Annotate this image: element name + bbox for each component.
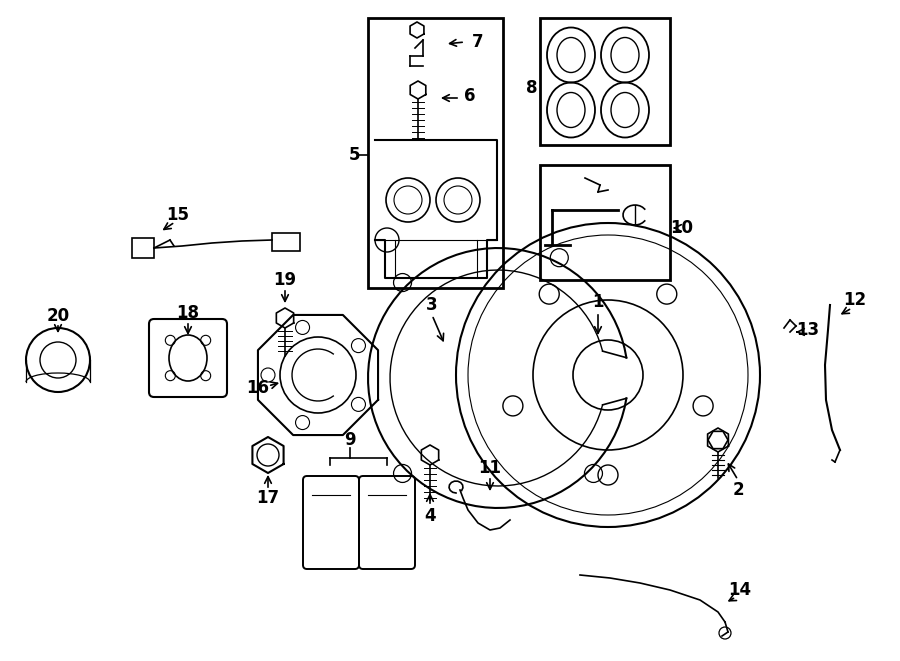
Bar: [132, 238, 154, 258]
Text: 19: 19: [274, 271, 297, 289]
Text: 4: 4: [424, 507, 436, 525]
Text: 5: 5: [349, 146, 361, 164]
Text: 9: 9: [344, 431, 356, 449]
Text: 3: 3: [427, 296, 437, 314]
Text: 1: 1: [592, 293, 604, 311]
Text: 13: 13: [796, 321, 820, 339]
Bar: [368, 18, 503, 288]
Text: 6: 6: [464, 87, 476, 105]
Text: 16: 16: [247, 379, 269, 397]
Bar: [540, 165, 670, 280]
Bar: [272, 233, 300, 251]
Text: 20: 20: [47, 307, 69, 325]
Text: 8: 8: [526, 79, 538, 97]
Bar: [540, 18, 670, 145]
Text: 10: 10: [670, 219, 694, 237]
Text: 7: 7: [472, 33, 484, 51]
Text: 14: 14: [728, 581, 752, 599]
Text: 17: 17: [256, 489, 280, 507]
Text: 18: 18: [176, 304, 200, 322]
Text: 12: 12: [843, 291, 867, 309]
Text: 11: 11: [479, 459, 501, 477]
Text: 15: 15: [166, 206, 190, 224]
Text: 2: 2: [733, 481, 743, 499]
